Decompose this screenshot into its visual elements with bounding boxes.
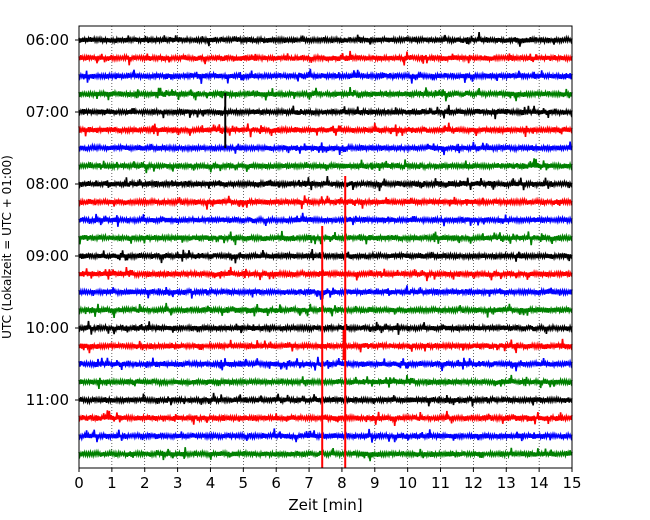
y-axis-ticks: 06:00 07:00 08:00 09:00 10:00 11:00 <box>26 31 79 409</box>
x-tick-label-0: 0 <box>74 474 84 492</box>
trace-0930 <box>78 285 573 300</box>
trace-0945 <box>78 302 573 318</box>
trace-0845 <box>78 230 573 246</box>
y-tick-label-0800: 08:00 <box>26 175 69 193</box>
trace-1045 <box>78 374 573 389</box>
trace-0800 <box>78 176 573 192</box>
trace-0730 <box>78 141 573 156</box>
y-axis-label: UTC (Lokalzeit = UTC + 01:00) <box>0 155 14 339</box>
trace-0715 <box>78 122 573 138</box>
trace-0630 <box>78 68 573 84</box>
x-axis-label: Zeit [min] <box>288 496 362 514</box>
trace-1030 <box>78 356 573 372</box>
trace-0815 <box>78 195 573 210</box>
x-tick-label-8: 8 <box>337 474 347 492</box>
x-tick-label-13: 13 <box>497 474 516 492</box>
x-tick-label-10: 10 <box>398 474 417 492</box>
y-tick-label-1100: 11:00 <box>26 391 69 409</box>
trace-0645 <box>78 87 573 102</box>
x-tick-label-5: 5 <box>239 474 249 492</box>
x-tick-label-11: 11 <box>431 474 450 492</box>
trace-0615 <box>78 50 573 66</box>
trace-1015 <box>78 338 573 354</box>
trace-1000 <box>78 320 573 335</box>
x-tick-label-15: 15 <box>562 474 581 492</box>
x-tick-label-14: 14 <box>530 474 549 492</box>
trace-0700 <box>78 104 573 120</box>
trace-1130 <box>78 428 573 443</box>
plot-frame <box>78 25 573 469</box>
x-tick-label-12: 12 <box>464 474 483 492</box>
event-spikes <box>224 93 347 468</box>
x-tick-label-9: 9 <box>370 474 380 492</box>
trace-0915 <box>78 266 573 282</box>
trace-0600 <box>78 32 573 47</box>
x-tick-label-4: 4 <box>206 474 216 492</box>
seismogram-traces <box>78 32 573 462</box>
x-tick-label-2: 2 <box>140 474 150 492</box>
y-tick-label-1000: 10:00 <box>26 319 69 337</box>
trace-1100 <box>78 392 573 407</box>
x-tick-label-3: 3 <box>173 474 183 492</box>
x-tick-label-1: 1 <box>107 474 117 492</box>
x-tick-label-7: 7 <box>304 474 314 492</box>
y-tick-label-0700: 07:00 <box>26 103 69 121</box>
x-axis-ticks: 0 1 2 3 4 5 6 7 8 9 10 11 12 13 14 15 <box>74 468 582 492</box>
trace-1145 <box>78 447 573 462</box>
trace-0900 <box>78 249 573 264</box>
x-tick-label-6: 6 <box>271 474 281 492</box>
y-tick-label-0600: 06:00 <box>26 31 69 49</box>
trace-1115 <box>78 410 573 426</box>
trace-0830 <box>78 212 573 227</box>
y-tick-label-0900: 09:00 <box>26 247 69 265</box>
trace-0745 <box>78 158 573 174</box>
